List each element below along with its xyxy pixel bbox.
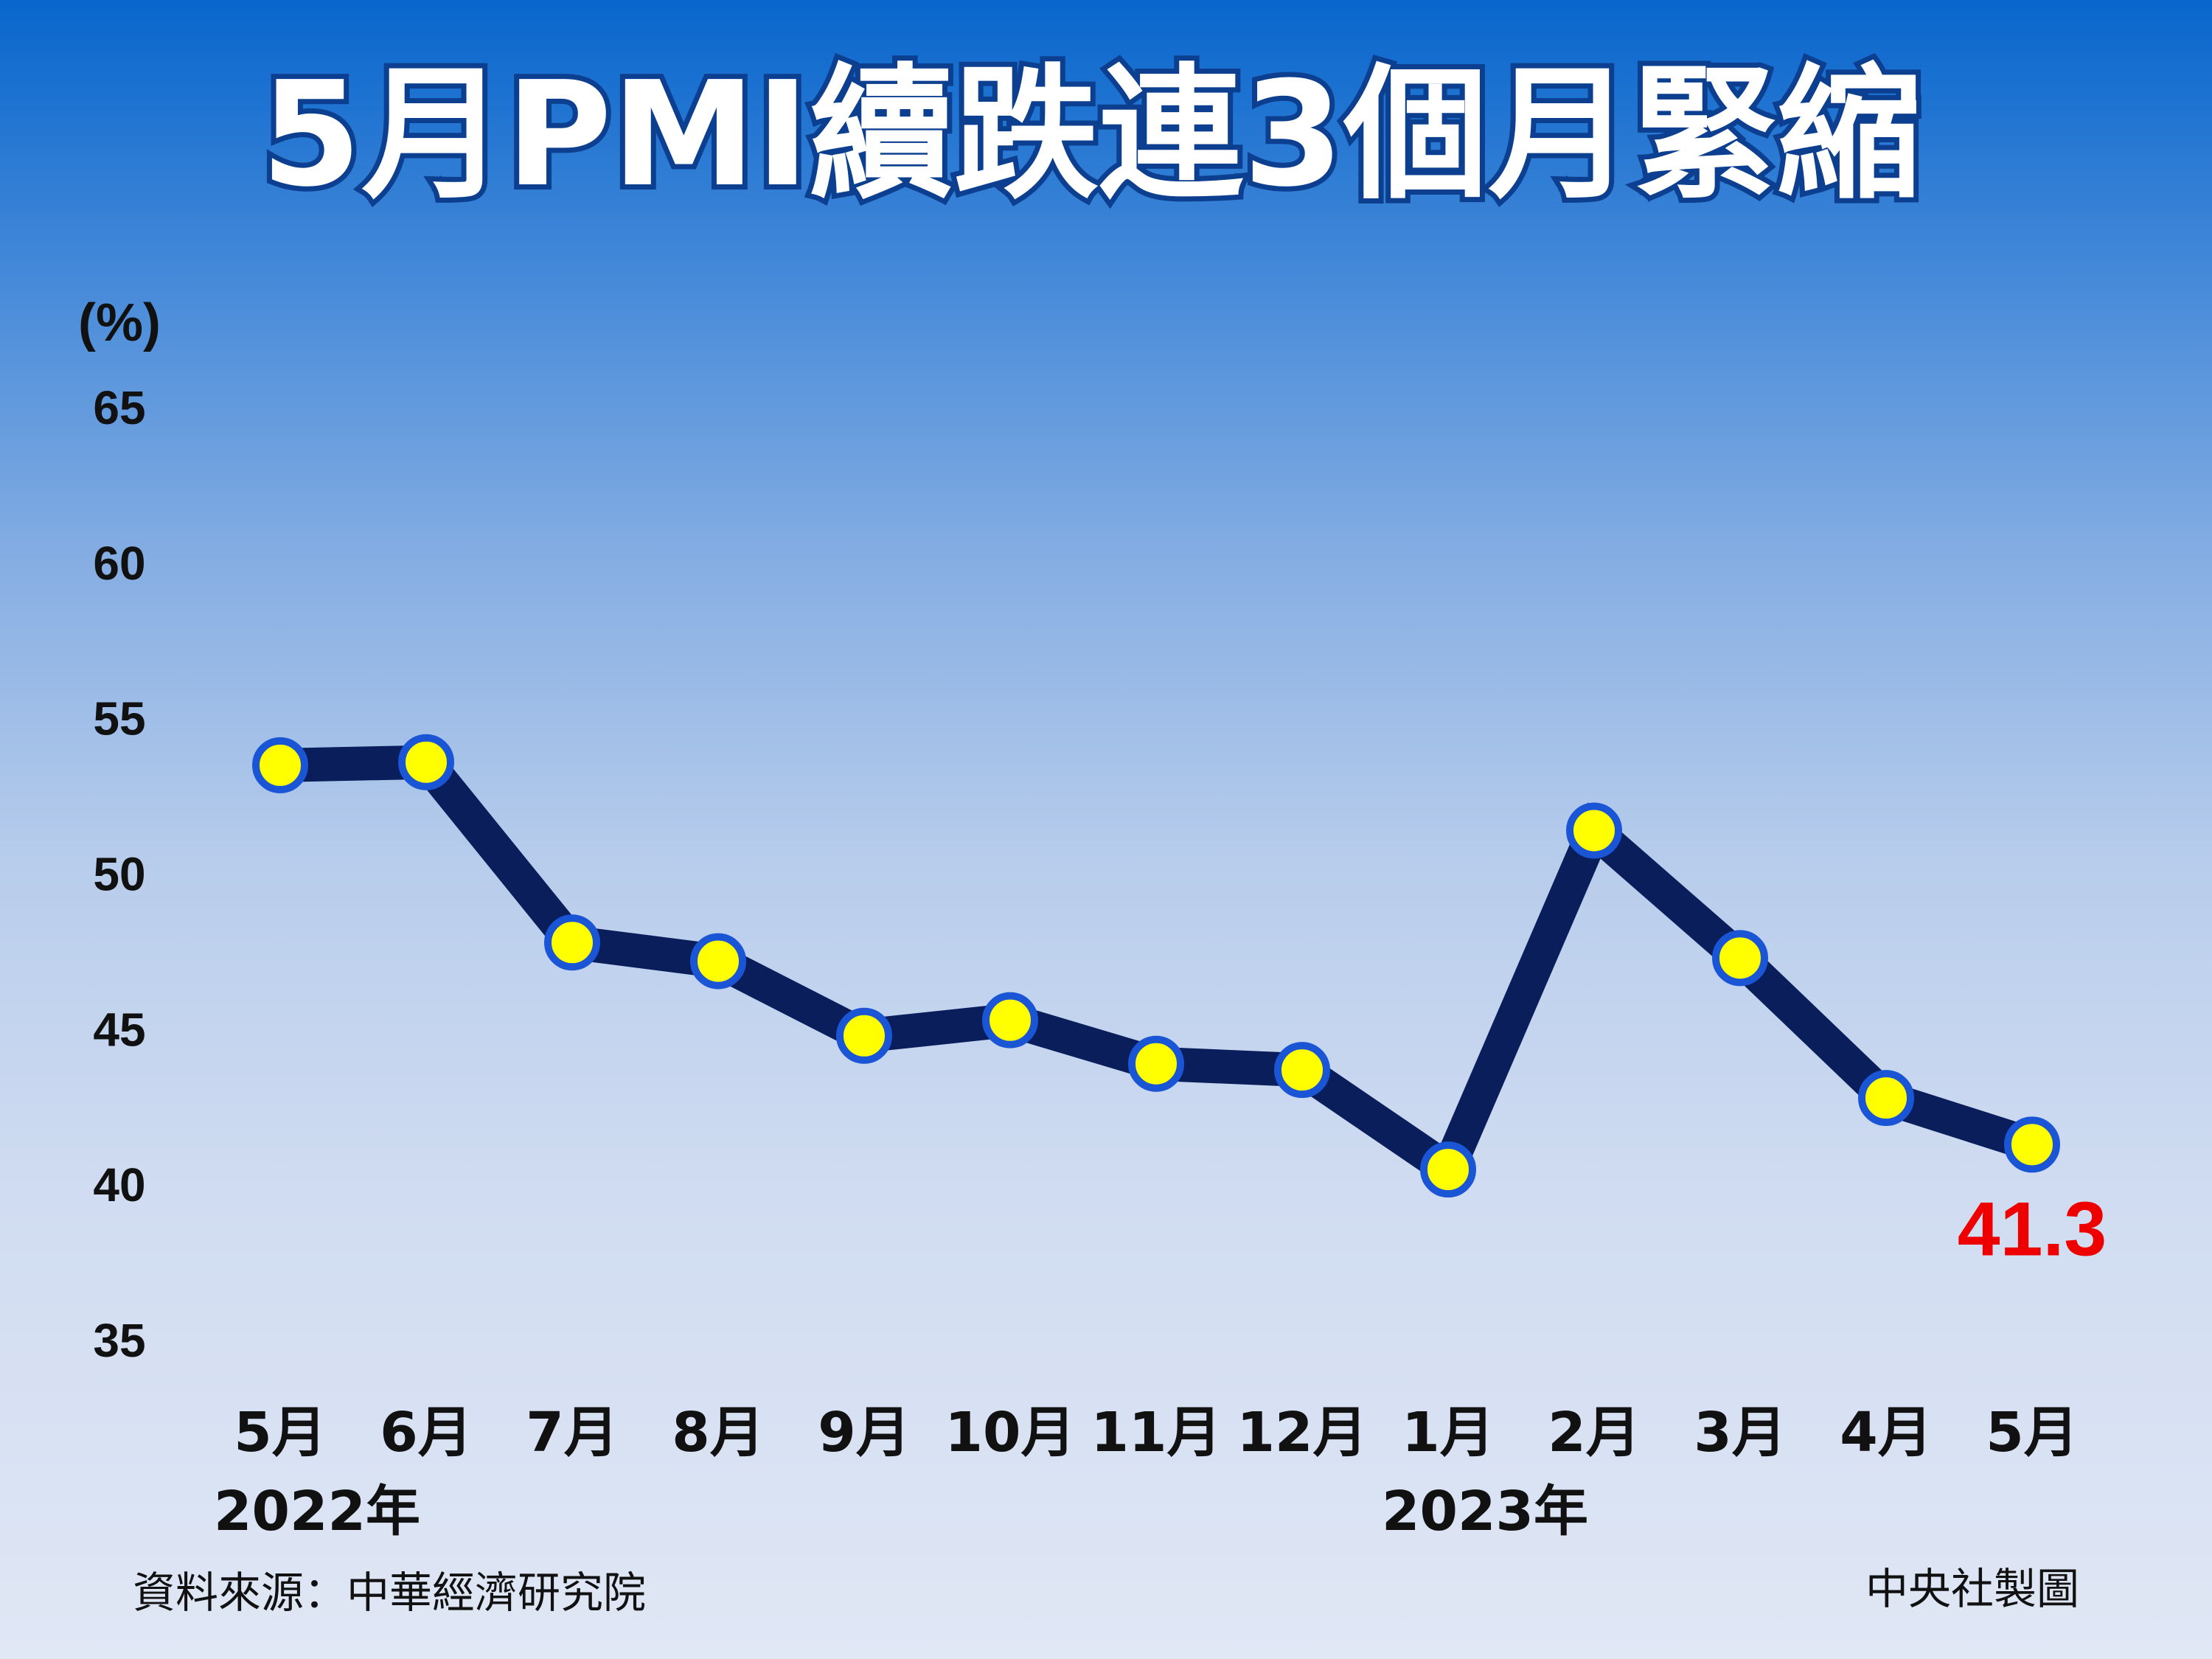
data-point-marker (690, 933, 746, 990)
data-point-marker (1566, 802, 1622, 859)
y-tick-label: 50 (93, 848, 145, 901)
data-point-marker (982, 992, 1038, 1048)
credit-note: 中央社製圖 (1865, 1564, 2079, 1614)
y-tick-label: 55 (93, 692, 145, 745)
pmi-series (279, 745, 2037, 1195)
x-axis-year-labels: 2022年 2023年 (214, 1480, 1588, 1543)
x-category-label: 10月 (945, 1401, 1076, 1464)
y-tick-label: 40 (93, 1158, 145, 1211)
latest-value-label: 41.3 (1958, 1186, 2107, 1272)
data-point-marker (836, 1007, 892, 1064)
x-category-label: 7月 (526, 1401, 619, 1464)
year-label: 2022年 (214, 1480, 420, 1543)
x-category-label: 4月 (1840, 1401, 1933, 1464)
x-category-label: 5月 (1986, 1401, 2079, 1464)
y-tick-label: 65 (93, 381, 145, 434)
x-category-label: 2月 (1548, 1401, 1641, 1464)
data-point-marker (1712, 930, 1768, 987)
x-category-label: 3月 (1694, 1401, 1787, 1464)
y-axis-unit: (%) (78, 293, 161, 352)
pmi-data-points (252, 734, 2060, 1198)
chart-title: 5月PMI續跌連3個月緊縮 (261, 51, 1921, 219)
x-category-label: 8月 (672, 1401, 765, 1464)
series-line-path (279, 745, 2037, 1195)
x-category-label: 6月 (380, 1401, 473, 1464)
x-category-label: 11月 (1091, 1401, 1222, 1464)
x-category-label: 1月 (1402, 1401, 1495, 1464)
data-point-marker (1858, 1070, 1914, 1127)
data-point-marker (1128, 1035, 1184, 1092)
x-category-label: 12月 (1237, 1401, 1368, 1464)
x-axis-categories: 5月 6月 7月 8月 9月 10月 11月 12月 1月 2月 3月 4月 5月 (234, 1401, 2079, 1464)
data-point-marker (1274, 1042, 1330, 1099)
year-label: 2023年 (1382, 1480, 1588, 1543)
y-tick-label: 60 (93, 537, 145, 590)
data-point-marker (544, 914, 600, 971)
y-axis-ticks: 65 60 55 50 45 40 35 (93, 381, 145, 1367)
data-point-marker (398, 734, 454, 790)
y-tick-label: 35 (93, 1314, 145, 1367)
data-point-marker (1420, 1141, 1476, 1198)
y-tick-label: 45 (93, 1003, 145, 1056)
data-point-marker (2004, 1116, 2060, 1173)
data-point-marker (252, 737, 308, 793)
x-category-label: 5月 (234, 1401, 327, 1464)
source-note: 資料來源：中華經濟研究院 (133, 1568, 646, 1618)
value-annotations: 41.3 (1958, 1186, 2107, 1272)
x-category-label: 9月 (818, 1401, 911, 1464)
